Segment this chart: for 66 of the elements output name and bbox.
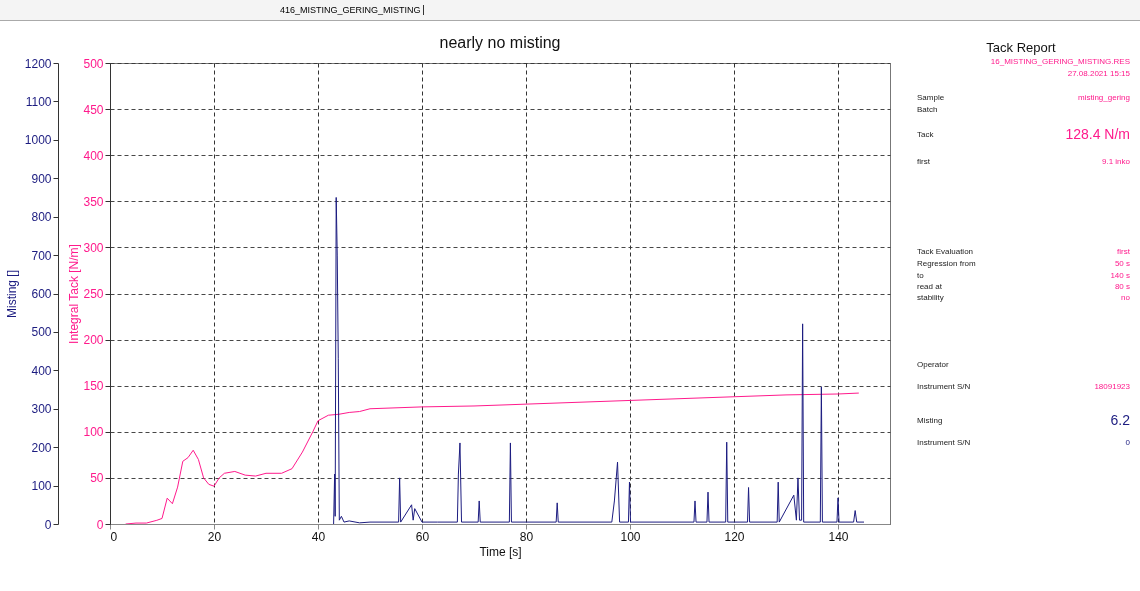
y-axis-title: Integral Tack [N/m] (67, 244, 82, 344)
y-tick-label: 0 (96, 517, 104, 532)
y-tick-label: 50 (90, 471, 104, 486)
text: Sample (917, 93, 945, 102)
x-tick-label: 80 (519, 529, 534, 544)
y2-tick-label: 300 (31, 402, 52, 417)
text: Operator (917, 360, 949, 369)
y2-tick-label: 500 (31, 325, 52, 340)
text: to (917, 271, 924, 280)
text: 80 s (1114, 282, 1130, 291)
text: Batch (917, 105, 938, 114)
text: 27.08.2021 15:15 (1067, 69, 1130, 78)
text: Tack Evaluation (917, 247, 974, 256)
y-tick-label: 400 (83, 148, 104, 163)
text: Regression from (917, 259, 976, 268)
y-tick-label: 100 (83, 425, 104, 440)
x-tick-label: 0 (110, 529, 118, 544)
x-tick-label: 40 (311, 529, 326, 544)
text: 6.2 (1110, 412, 1130, 428)
y2-tick-label: 400 (31, 363, 52, 378)
text: Tack Report (985, 40, 1057, 55)
x-axis-title: Time [s] (479, 544, 522, 559)
text: 416_MISTING_GERING_MISTING (280, 5, 424, 15)
y2-tick-label: 1000 (24, 133, 52, 148)
text: 16_MISTING_GERING_MISTING.RES (990, 57, 1130, 66)
text: 128.4 N/m (1065, 126, 1130, 142)
y2-axis-title: Misting [] (4, 269, 19, 319)
text: Tack (917, 130, 934, 139)
x-tick-label: 20 (207, 529, 222, 544)
y2-tick-label: 1200 (24, 56, 52, 71)
text: Instrument S/N (917, 382, 971, 391)
text: stability (917, 293, 944, 302)
line-series (333, 196, 865, 524)
y-tick-label: 450 (83, 102, 104, 117)
y-tick-label: 300 (83, 240, 104, 255)
text: read at (917, 282, 942, 291)
y-tick-label: 350 (83, 194, 104, 209)
x-tick-label: 60 (415, 529, 430, 544)
text: 9.1 inko (1101, 157, 1130, 166)
text: 18091923 (1094, 382, 1130, 391)
y2-tick-label: 100 (31, 479, 52, 494)
y2-tick-label: 200 (31, 440, 52, 455)
text: Misting (917, 416, 943, 425)
x-tick-label: 140 (828, 529, 849, 544)
line-series (125, 392, 860, 524)
chart-title: nearly no misting (439, 34, 561, 51)
text: Instrument S/N (917, 438, 971, 447)
text: no (1121, 293, 1130, 302)
text: 50 s (1114, 259, 1130, 268)
text: 0 (1125, 438, 1130, 447)
text: first (1117, 247, 1130, 256)
y2-tick-label: 0 (44, 517, 52, 532)
text: 140 s (1110, 271, 1130, 280)
y2-tick-label: 600 (31, 287, 52, 301)
y2-tick-label: 800 (31, 210, 52, 225)
y-tick-label: 250 (83, 287, 104, 301)
y-tick-label: 500 (83, 56, 104, 71)
x-tick-label: 100 (620, 529, 641, 544)
y-tick-label: 200 (83, 333, 104, 348)
y-tick-label: 150 (83, 379, 104, 394)
text: first (917, 157, 930, 166)
y2-tick-label: 1100 (25, 94, 52, 109)
x-tick-label: 120 (724, 529, 745, 544)
y2-tick-label: 900 (31, 171, 52, 186)
text: misting_gering (1077, 93, 1130, 102)
y2-tick-label: 700 (31, 248, 52, 263)
